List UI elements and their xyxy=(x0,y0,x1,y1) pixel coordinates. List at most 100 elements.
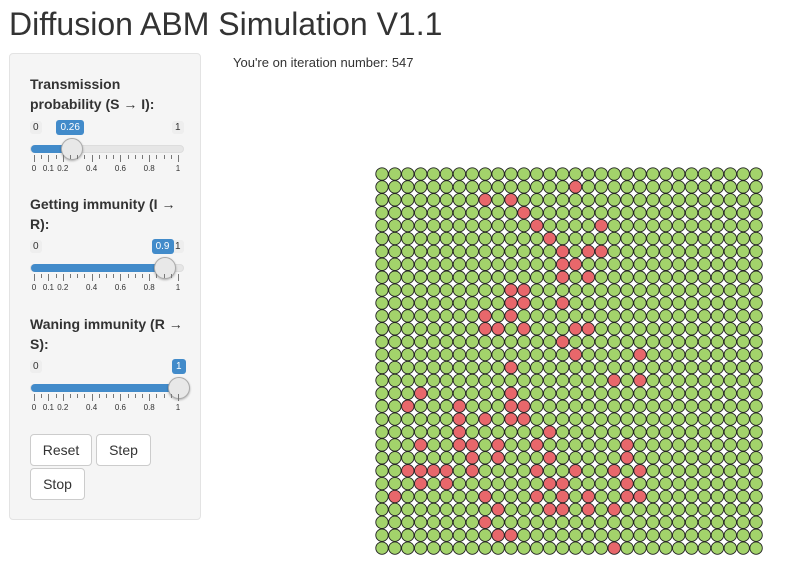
immunity-slider[interactable]: 0.9 0 0.1 0.2 0.4 0.6 0.8 1 xyxy=(30,239,184,299)
agent-susceptible xyxy=(620,270,634,284)
agent-infected xyxy=(568,180,583,194)
agent-susceptible xyxy=(620,309,634,323)
agent-susceptible xyxy=(684,412,699,426)
agent-susceptible xyxy=(710,322,725,336)
agent-susceptible xyxy=(710,399,725,413)
agent-susceptible xyxy=(439,193,454,207)
agent-susceptible xyxy=(426,489,441,504)
agent-susceptible xyxy=(375,438,389,452)
agent-susceptible xyxy=(736,489,750,504)
agent-susceptible xyxy=(388,180,402,194)
transmission-slider[interactable]: 0.26 0 0.1 0.2 0.4 0.6 0.8 1 xyxy=(30,120,184,180)
agent-susceptible xyxy=(697,167,712,181)
agent-susceptible xyxy=(426,218,441,233)
agent-susceptible xyxy=(659,322,673,336)
agent-susceptible xyxy=(439,528,454,542)
agent-susceptible xyxy=(465,309,479,323)
agent-susceptible xyxy=(555,206,570,220)
agent-susceptible xyxy=(633,541,647,555)
slider-tick-label: 0.8 xyxy=(143,403,155,412)
slider-handle[interactable] xyxy=(153,257,176,279)
slider-track[interactable] xyxy=(30,264,184,272)
agent-susceptible xyxy=(749,425,763,439)
agent-susceptible xyxy=(607,309,621,323)
agent-susceptible xyxy=(723,438,737,452)
agent-susceptible xyxy=(736,528,750,542)
agent-susceptible xyxy=(414,528,428,542)
agent-susceptible xyxy=(749,322,763,336)
agent-susceptible xyxy=(672,167,686,181)
slider-tick xyxy=(170,155,172,159)
agent-susceptible xyxy=(375,296,389,310)
agent-susceptible xyxy=(736,399,750,413)
agent-susceptible xyxy=(491,244,505,259)
agent-susceptible xyxy=(594,425,608,439)
agent-susceptible xyxy=(555,167,570,181)
agent-susceptible xyxy=(555,451,570,465)
agent-susceptible xyxy=(620,541,634,555)
agent-susceptible xyxy=(426,206,441,220)
agent-susceptible xyxy=(723,283,737,297)
agent-susceptible xyxy=(684,425,699,439)
slider-tick xyxy=(41,274,43,278)
agent-susceptible xyxy=(504,270,518,284)
stop-button[interactable]: Stop xyxy=(30,468,85,500)
slider-fill xyxy=(31,264,165,272)
reset-button[interactable]: Reset xyxy=(30,434,92,466)
agent-susceptible xyxy=(620,322,634,336)
agent-susceptible xyxy=(684,451,699,465)
agent-susceptible xyxy=(491,399,505,413)
agent-susceptible xyxy=(543,335,557,349)
agent-susceptible xyxy=(491,167,505,181)
agent-susceptible xyxy=(401,270,415,284)
slider-tick xyxy=(48,274,50,281)
agent-susceptible xyxy=(620,515,634,529)
slider-track[interactable] xyxy=(30,384,184,392)
agent-susceptible xyxy=(736,438,750,452)
agent-susceptible xyxy=(517,231,531,246)
agent-susceptible xyxy=(736,360,750,375)
agent-susceptible xyxy=(594,270,608,284)
step-button[interactable]: Step xyxy=(96,434,151,466)
agent-susceptible xyxy=(684,180,699,194)
waning-slider[interactable]: 1 0 0.1 0.2 0.4 0.6 0.8 1 xyxy=(30,359,190,419)
agent-susceptible xyxy=(414,180,428,194)
agent-infected xyxy=(452,438,467,452)
slider-tick-label: 1 xyxy=(175,403,181,412)
agent-susceptible xyxy=(736,218,750,233)
agent-susceptible xyxy=(594,309,608,323)
agent-susceptible xyxy=(723,464,737,478)
agent-susceptible xyxy=(659,399,673,413)
agent-susceptible xyxy=(543,528,557,542)
agent-susceptible xyxy=(581,193,596,207)
agent-susceptible xyxy=(388,373,402,388)
agent-susceptible xyxy=(478,464,492,478)
slider-handle[interactable] xyxy=(168,377,190,399)
agent-susceptible xyxy=(388,322,402,336)
agent-susceptible xyxy=(659,528,673,542)
agent-susceptible xyxy=(749,309,763,323)
agent-susceptible xyxy=(659,180,673,194)
agent-susceptible xyxy=(749,515,763,529)
agent-susceptible xyxy=(594,206,608,220)
agent-infected xyxy=(607,541,621,555)
agent-susceptible xyxy=(594,502,608,517)
agent-susceptible xyxy=(530,528,544,542)
agent-susceptible xyxy=(543,270,557,284)
agent-susceptible xyxy=(684,373,699,388)
agent-susceptible xyxy=(517,360,531,375)
agent-susceptible xyxy=(530,335,544,349)
agent-susceptible xyxy=(672,257,686,271)
agent-susceptible xyxy=(633,193,647,207)
agent-susceptible xyxy=(555,193,570,207)
agent-susceptible xyxy=(465,425,479,439)
agent-susceptible xyxy=(414,167,428,181)
agent-infected xyxy=(504,193,518,207)
agent-susceptible xyxy=(646,438,660,452)
agent-susceptible xyxy=(478,399,492,413)
agent-susceptible xyxy=(710,412,725,426)
agent-susceptible xyxy=(543,296,557,310)
slider-track[interactable] xyxy=(30,145,184,153)
agent-susceptible xyxy=(439,270,454,284)
slider-handle[interactable] xyxy=(61,138,84,160)
